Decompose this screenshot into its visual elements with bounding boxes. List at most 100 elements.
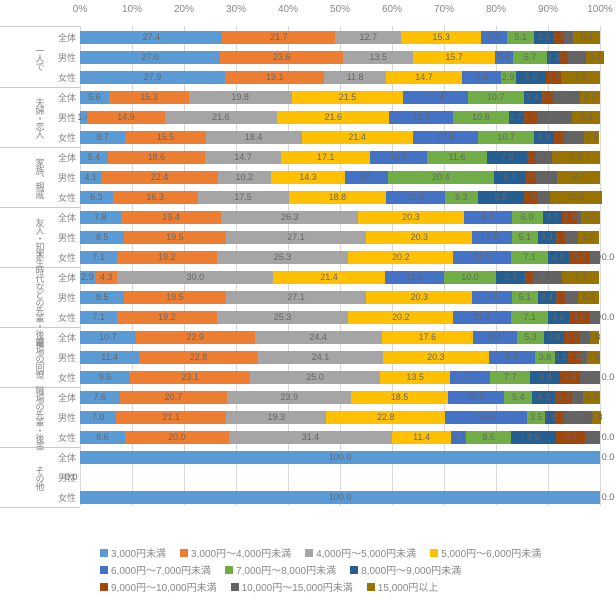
bar-segment: 11.1 — [453, 311, 511, 324]
bar-segment: 20.3 — [366, 291, 472, 304]
group-border — [0, 507, 80, 508]
value-label: 22.8 — [377, 412, 395, 422]
value-label: 8.9 — [506, 352, 519, 362]
bar-row: 男性4.122.410.214.38.220.46.12.04.18.2 — [80, 168, 600, 186]
bar-segment: 21.6 — [277, 111, 389, 124]
value-label: 4.0 — [552, 252, 565, 262]
bar-segment: 30.0 — [117, 271, 273, 284]
value-label: 7.0 — [92, 412, 105, 422]
legend-swatch — [231, 583, 239, 591]
value-label: 6.8 — [548, 112, 561, 122]
value-label: 8.6 — [527, 432, 540, 442]
bar-segment: 18.8 — [289, 191, 387, 204]
bar-segment: 27.4 — [80, 31, 222, 44]
bar-row: 全体10.722.924.417.68.45.33.83.11.81.8 — [80, 328, 600, 346]
bar-segment: 7.0 — [80, 411, 116, 424]
bar-segment: 2.5 — [565, 231, 578, 244]
bar-row: 女性8.620.031.411.42.98.68.65.72.90.0 — [80, 428, 600, 446]
value-label: 20.2 — [392, 312, 410, 322]
value-label: 26.3 — [281, 212, 299, 222]
bar-segment: 19.1 — [225, 71, 324, 84]
value-label: 8.6 — [482, 432, 495, 442]
value-label: 5.9 — [525, 72, 538, 82]
bar-row: 女性100.00.0 — [80, 488, 600, 506]
bar-segment: 21.4 — [302, 131, 413, 144]
value-label: 11.4 — [101, 352, 118, 362]
value-label: 2.9 — [81, 272, 94, 282]
bar-segment: 2.2 — [572, 391, 583, 404]
bar-segment: 5.8 — [530, 371, 560, 384]
bar-row: 全体2.94.330.021.411.410.05.71.45.77.1 — [80, 268, 600, 286]
bar-segment: 2.0 — [590, 311, 600, 324]
bar-segment: 7.7 — [490, 371, 530, 384]
value-label: 20.3 — [402, 212, 420, 222]
value-label: 3.4 — [571, 52, 584, 62]
value-label: 4.1 — [540, 172, 553, 182]
bar-segment: 17.6 — [382, 331, 474, 344]
bar-segment: 12.2 — [389, 111, 452, 124]
bar-segment: 19.2 — [117, 251, 217, 264]
bar-segment: 18.5 — [351, 391, 447, 404]
value-label: 16.3 — [146, 192, 164, 202]
bar-segment: 11.6 — [427, 151, 487, 164]
bar-segment: 23.9 — [227, 391, 351, 404]
value-label: 22.4 — [151, 172, 169, 182]
value-label: 12.7 — [360, 32, 378, 42]
bar-segment: 3.4 — [568, 51, 586, 64]
value-label: 7.1 — [92, 312, 105, 322]
bar-segment: 2.5 — [565, 291, 578, 304]
bar-segment: 11.8 — [324, 71, 385, 84]
bar-segment: 4.2 — [578, 231, 600, 244]
value-label: 5.7 — [505, 272, 518, 282]
value-label: 5.4 — [88, 152, 101, 162]
value-label: 11.4 — [413, 432, 430, 442]
bar-row: 男性1.414.921.621.612.210.82.72.76.85.4 — [80, 108, 600, 126]
value-label: 10.9 — [390, 152, 408, 162]
bar-segment: 1.4 — [80, 111, 87, 124]
bar-segment: 4.1 — [536, 171, 557, 184]
value-label: 5.1 — [519, 232, 532, 242]
bar-segment: 15.3 — [109, 91, 189, 104]
value-label: 6.3 — [455, 192, 468, 202]
value-label: 5.8 — [539, 372, 552, 382]
value-label: 5.1 — [488, 32, 501, 42]
bar-segment: 3.8 — [544, 331, 564, 344]
value-label: 21.4 — [348, 132, 366, 142]
value-label: 19.5 — [166, 232, 184, 242]
value-label: 7.6 — [93, 392, 106, 402]
bar-segment: 1.9 — [564, 31, 574, 44]
value-label: 22.9 — [186, 332, 204, 342]
bar-row: 女性7.119.225.320.211.17.14.04.02.00.0 — [80, 308, 600, 326]
bar-segment: 11.4 — [80, 351, 139, 364]
bar-segment: 12.6 — [413, 131, 479, 144]
legend-item: 4,000円～5,000円未満 — [305, 545, 416, 560]
bar-row: 全体7.620.723.918.510.95.44.33.32.23.3 — [80, 388, 600, 406]
value-label: 13.5 — [369, 52, 387, 62]
value-label: 4.0 — [573, 312, 586, 322]
bar-segment: 1.8 — [545, 411, 554, 424]
bar-segment: 3.3 — [555, 391, 572, 404]
bar-segment: 2.5 — [568, 351, 581, 364]
bar-row: 全体5.418.614.717.110.911.67.81.63.19.3 — [80, 148, 600, 166]
bar-segment: 1.3 — [581, 351, 588, 364]
bar-segment: 27.0 — [80, 51, 220, 64]
bar-segment: 7.6 — [80, 391, 120, 404]
bar-segment: 2.9 — [501, 71, 516, 84]
bar-segment: 2.9 — [546, 71, 561, 84]
bar-segment: 15.7 — [413, 51, 495, 64]
value-label: 0.0 — [602, 252, 615, 262]
bar-segment: 1.9 — [554, 31, 564, 44]
bar-segment: 7.8 — [487, 151, 528, 164]
bar-segment: 19.3 — [226, 411, 326, 424]
bar-segment: 3.4 — [538, 291, 556, 304]
bar-segment: 11.4 — [385, 271, 444, 284]
value-label: 19.5 — [166, 292, 184, 302]
value-label: 3.1 — [566, 332, 579, 342]
value-label: 14.7 — [415, 72, 433, 82]
legend-label: 3,000円未満 — [111, 545, 166, 560]
bar-segment: 4.0 — [569, 251, 590, 264]
legend-swatch — [350, 566, 358, 574]
legend-swatch — [100, 566, 108, 574]
bar-segment: 16.3 — [113, 191, 198, 204]
bar-segment: 1.4 — [526, 271, 533, 284]
